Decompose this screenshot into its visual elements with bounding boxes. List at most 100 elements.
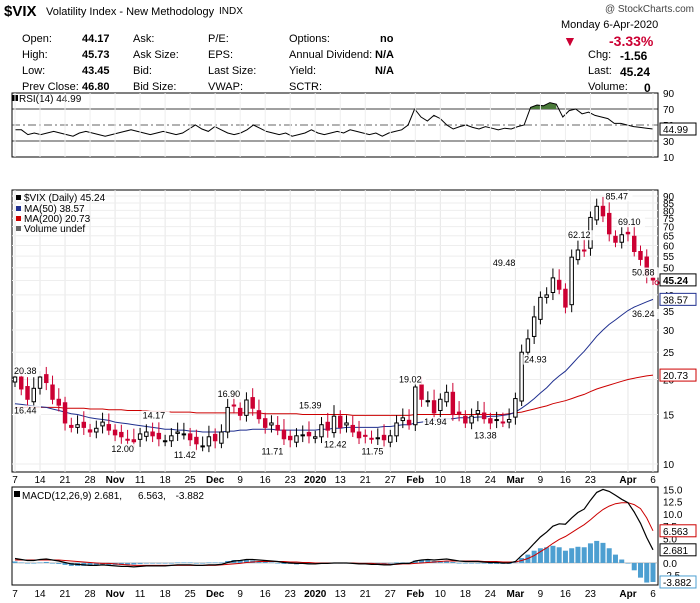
price-tick-label: 80 <box>663 206 675 217</box>
pe-label: P/E: <box>208 33 229 45</box>
low-value: 43.45 <box>82 65 110 77</box>
macd-legend-swatch <box>14 491 20 497</box>
candle-body <box>175 431 180 434</box>
macd-histogram-bar <box>237 560 243 563</box>
price-tick-label: 15 <box>663 411 675 422</box>
candle-body <box>563 288 568 308</box>
candle-body <box>100 421 105 427</box>
open-label: Open: <box>22 33 52 45</box>
candle-body <box>538 296 543 320</box>
eps-label: EPS: <box>208 49 234 61</box>
candle-body <box>131 439 137 443</box>
macd-histogram-bar <box>193 562 199 564</box>
candle-body <box>56 398 62 406</box>
price-annotation: 11.42 <box>174 450 196 460</box>
rsi-last-value: 44.99 <box>663 125 688 136</box>
price-legend-label: $VIX (Daily) 45.24 <box>24 193 106 204</box>
candle-body <box>319 424 324 438</box>
price-tick-label: 55 <box>663 252 675 263</box>
macd-histogram-bar <box>31 562 37 564</box>
candle-body <box>250 397 255 409</box>
candle-body <box>469 415 474 424</box>
candle-body <box>556 279 562 290</box>
annotation-bg <box>360 446 389 457</box>
annotation-bg <box>604 191 633 202</box>
macd-histogram-bar <box>87 562 93 566</box>
macd-histogram-bar <box>606 548 612 563</box>
price-annotation: 11.71 <box>261 447 283 457</box>
candle-body <box>313 436 318 439</box>
macd-histogram-bar <box>137 562 143 564</box>
volume-value: 0 <box>644 81 651 95</box>
macd-histogram-bar <box>481 562 487 564</box>
candle-body <box>425 400 431 403</box>
macd-histogram-bar <box>512 562 518 564</box>
macd-histogram-bar <box>175 562 181 564</box>
price-panel <box>11 189 659 473</box>
candle-body <box>225 406 230 433</box>
price-x-tick: 27 <box>385 475 397 486</box>
candle-body <box>325 421 330 431</box>
price-legend-label: Volume undef <box>24 224 85 235</box>
macd-x-tick: 21 <box>360 589 372 600</box>
candle-body <box>450 391 456 416</box>
candle-body <box>638 250 643 260</box>
rsi-tick-label: 30 <box>663 137 675 148</box>
candle-body <box>344 422 349 426</box>
last-label: Last: <box>588 65 612 77</box>
macd-histogram-bar <box>619 559 625 563</box>
macd-legend-label: -3.882 <box>176 491 205 502</box>
annotation-bg <box>566 230 595 241</box>
annotation-bg <box>323 439 351 450</box>
macd-histogram-bar <box>475 562 481 564</box>
price-annotation: 14.94 <box>424 417 447 427</box>
candle-body <box>531 316 537 337</box>
price-x-tick: 9 <box>237 475 243 486</box>
macd-histogram-bar <box>43 561 49 563</box>
annotation-bg <box>260 446 289 457</box>
macd-histogram-bar <box>243 560 249 563</box>
macd-histogram-bar <box>143 562 149 564</box>
candle-body <box>206 436 212 447</box>
macd-histogram-bar <box>544 547 550 563</box>
macd-histogram-bar <box>200 562 206 564</box>
annotation-bg <box>141 410 170 421</box>
macd-histogram-bar <box>419 560 425 563</box>
macd-histogram-bar <box>12 561 18 563</box>
price-tick-label: 65 <box>663 232 675 243</box>
candle-body <box>613 235 618 243</box>
price-x-tick: 2020 <box>304 475 327 486</box>
price-x-tick: 14 <box>34 475 46 486</box>
macd-histogram-bar <box>281 562 287 564</box>
yield-label: Yield: <box>289 65 317 77</box>
annotation-bg <box>172 449 201 460</box>
annotation-bg <box>631 308 659 319</box>
price-annotation: 13.38 <box>474 430 497 440</box>
macd-tick-label: 0.0 <box>663 559 677 570</box>
macd-last-value-box <box>659 543 697 557</box>
candle-body <box>181 433 187 436</box>
macd-x-tick: Nov <box>106 589 125 600</box>
macd-histogram-bar <box>644 562 650 583</box>
candle-body <box>338 415 343 428</box>
candle-body <box>413 386 418 426</box>
candle-body <box>125 438 130 441</box>
candle-body <box>169 435 174 442</box>
macd-x-tick: 9 <box>237 589 243 600</box>
candle-body <box>406 419 412 426</box>
candle-body <box>500 421 506 424</box>
macd-histogram-bar <box>562 550 568 563</box>
macd-histogram-bar <box>218 562 224 564</box>
candle-body <box>119 431 124 438</box>
macd-histogram-bar <box>487 562 493 564</box>
macd-x-tick: 2020 <box>304 589 327 600</box>
volume-label: Volume: <box>588 81 628 93</box>
candle-body <box>219 431 224 444</box>
candle-body <box>594 205 599 221</box>
candle-body <box>444 391 449 403</box>
candle-body <box>513 398 518 418</box>
macd-histogram-bar <box>650 562 656 582</box>
candle-body <box>363 434 368 437</box>
macd-histogram-bar <box>37 562 43 564</box>
macd-histogram-bar <box>256 561 262 563</box>
